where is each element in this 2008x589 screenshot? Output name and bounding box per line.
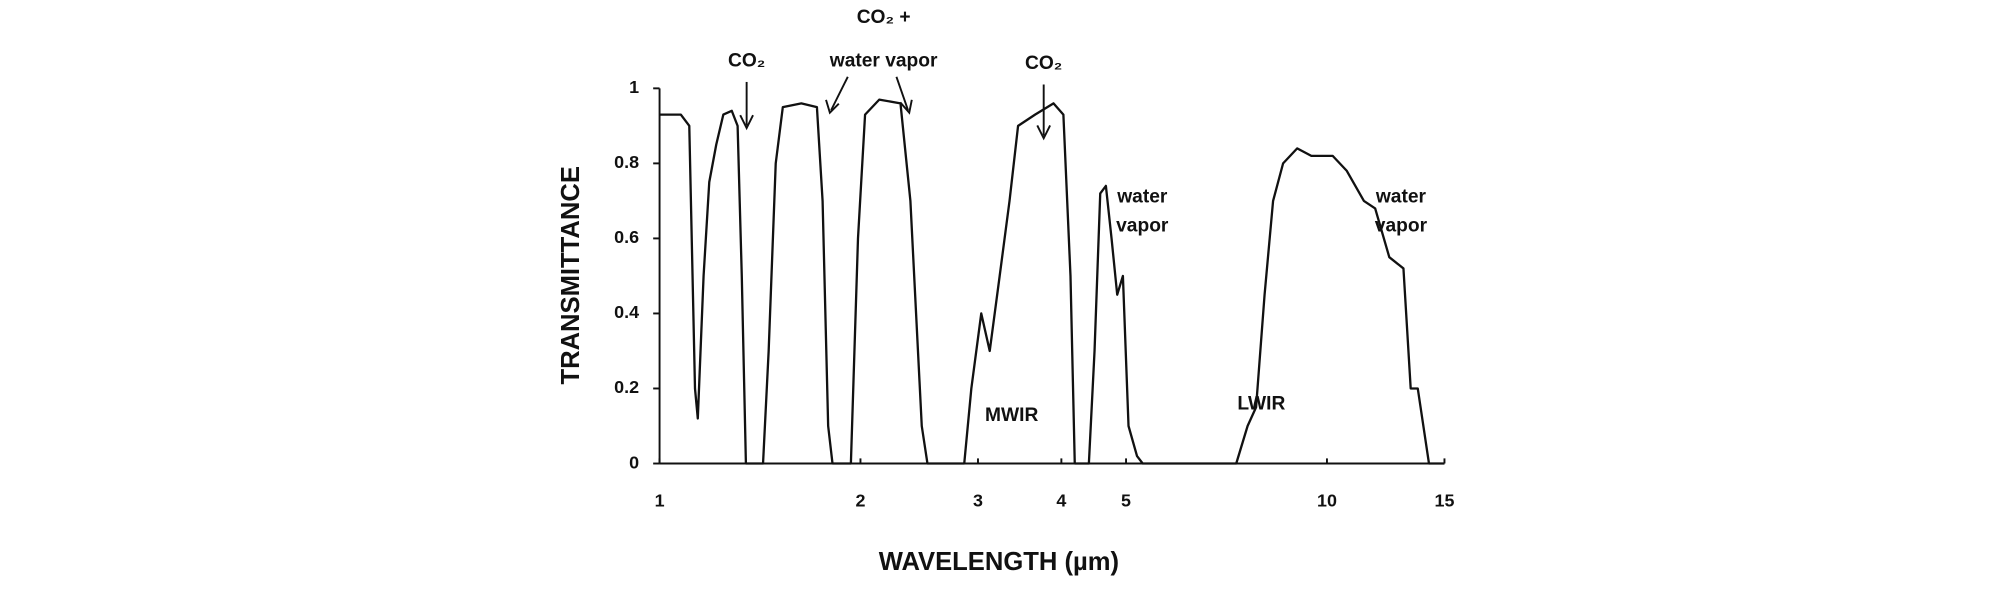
y-tick-label: 1 (629, 77, 639, 97)
annotation: CO₂ + (857, 7, 911, 28)
y-tick-label: 0.6 (614, 227, 639, 247)
annotation: LWIR (1237, 394, 1285, 415)
annotation: vapor (1375, 216, 1428, 237)
y-axis-title: TRANSMITTANCE (557, 166, 585, 384)
y-tick-label: 0.4 (614, 302, 639, 322)
x-tick-label: 5 (1121, 491, 1131, 511)
annotation: water vapor (829, 51, 938, 72)
annotation: water (1116, 186, 1168, 207)
x-tick-label: 4 (1056, 491, 1066, 511)
annotation: water (1375, 186, 1427, 207)
annotation: CO₂ (728, 51, 765, 72)
annotation: vapor (1116, 216, 1169, 237)
y-tick-label: 0.8 (614, 152, 639, 172)
x-axis-title: WAVELENGTH (µm) (879, 548, 1119, 576)
y-tick-label: 0.2 (614, 377, 639, 397)
x-tick-label: 3 (973, 491, 983, 511)
y-tick-label: 0 (629, 452, 639, 472)
annotation: CO₂ (1025, 53, 1062, 74)
annotation: MWIR (985, 405, 1038, 426)
arrows (739, 76, 1051, 141)
x-tick-label: 2 (855, 491, 865, 511)
x-tick-label: 1 (655, 491, 665, 511)
transmittance-line (659, 98, 1445, 465)
x-tick-label: 15 (1435, 491, 1455, 511)
x-tick-label: 10 (1317, 491, 1337, 511)
